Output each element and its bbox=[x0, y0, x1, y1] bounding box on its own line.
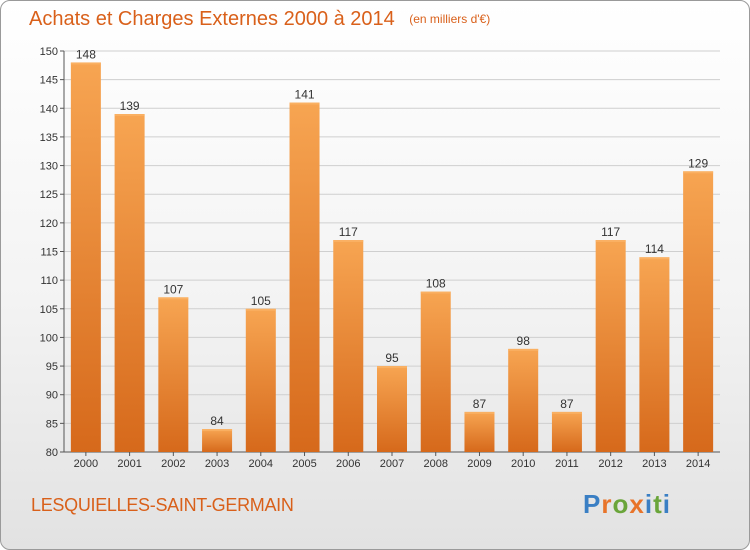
bar-top-edge bbox=[464, 411, 495, 414]
logo-letter: o bbox=[612, 489, 630, 519]
y-tick-label: 90 bbox=[46, 390, 58, 402]
y-tick-label: 85 bbox=[46, 418, 58, 430]
data-label: 108 bbox=[426, 277, 446, 291]
x-tick-label: 2005 bbox=[292, 458, 316, 470]
data-label: 141 bbox=[295, 88, 315, 102]
bar-top-edge bbox=[683, 171, 714, 174]
x-tick-label: 2011 bbox=[555, 458, 579, 470]
x-tick-label: 2007 bbox=[380, 458, 404, 470]
logo-letter: t bbox=[653, 489, 663, 519]
y-tick-label: 120 bbox=[40, 218, 58, 230]
data-label: 95 bbox=[385, 351, 399, 365]
bar bbox=[464, 411, 495, 452]
bar-top-edge bbox=[551, 411, 582, 414]
y-tick-label: 110 bbox=[40, 275, 58, 287]
y-tick-label: 95 bbox=[46, 361, 58, 373]
data-label: 148 bbox=[76, 47, 96, 61]
y-tick-label: 100 bbox=[40, 332, 58, 344]
x-tick-label: 2003 bbox=[205, 458, 229, 470]
data-label: 107 bbox=[163, 282, 183, 296]
logo-letter: i bbox=[662, 489, 671, 519]
bar bbox=[70, 62, 101, 452]
y-tick-label: 115 bbox=[40, 247, 58, 259]
y-tick-label: 140 bbox=[40, 103, 58, 115]
bar bbox=[683, 171, 714, 453]
bar-top-edge bbox=[202, 429, 233, 432]
bar bbox=[377, 366, 407, 452]
data-label: 98 bbox=[517, 334, 531, 348]
x-tick-label: 2002 bbox=[161, 458, 185, 470]
logo-letter: x bbox=[629, 489, 645, 519]
x-tick-label: 2008 bbox=[423, 458, 447, 470]
y-tick-label: 125 bbox=[40, 189, 58, 201]
bar bbox=[289, 102, 320, 453]
bar-top-edge bbox=[595, 240, 626, 243]
x-tick-label: 2013 bbox=[642, 458, 666, 470]
bar-top-edge bbox=[245, 308, 276, 311]
bar bbox=[158, 297, 189, 452]
y-tick-label: 135 bbox=[40, 132, 58, 144]
x-tick-label: 2004 bbox=[249, 458, 273, 470]
bar bbox=[202, 429, 233, 452]
bar-top-edge bbox=[70, 62, 101, 65]
y-tick-label: 130 bbox=[40, 161, 58, 173]
logo-letter: P bbox=[583, 489, 602, 519]
bar-top-edge bbox=[639, 257, 670, 260]
x-tick-label: 2010 bbox=[511, 458, 535, 470]
bar bbox=[245, 308, 276, 452]
data-label: 117 bbox=[601, 225, 620, 239]
x-tick-label: 2000 bbox=[74, 458, 98, 470]
bar bbox=[551, 411, 582, 452]
data-label: 129 bbox=[688, 156, 708, 170]
bar-top-edge bbox=[420, 291, 451, 294]
y-tick-label: 145 bbox=[40, 75, 58, 87]
proxiti-logo: Proxiti bbox=[583, 489, 671, 520]
x-tick-label: 2014 bbox=[686, 458, 710, 470]
x-tick-label: 2012 bbox=[598, 458, 622, 470]
bar-top-edge bbox=[377, 366, 407, 369]
title-text: Achats et Charges Externes 2000 à 2014 bbox=[29, 8, 395, 30]
chart-title: Achats et Charges Externes 2000 à 2014 (… bbox=[29, 8, 490, 31]
y-tick-label: 150 bbox=[40, 46, 58, 58]
x-tick-label: 2006 bbox=[336, 458, 360, 470]
x-tick-label: 2009 bbox=[467, 458, 491, 470]
y-tick-label: 105 bbox=[40, 304, 58, 316]
bar-top-edge bbox=[289, 102, 320, 105]
bar bbox=[508, 348, 539, 452]
bar-top-edge bbox=[114, 114, 145, 117]
unit-label: (en milliers d'€) bbox=[409, 12, 491, 26]
logo-letter: i bbox=[644, 489, 654, 519]
data-label: 87 bbox=[473, 397, 487, 411]
commune-name: LESQUIELLES-SAINT-GERMAIN bbox=[31, 495, 294, 515]
bar bbox=[420, 291, 451, 452]
data-label: 139 bbox=[120, 99, 140, 113]
data-label: 105 bbox=[251, 294, 271, 308]
bar-top-edge bbox=[508, 348, 539, 351]
data-label: 87 bbox=[560, 397, 574, 411]
y-tick-label: 80 bbox=[46, 447, 58, 459]
data-label: 114 bbox=[645, 242, 664, 256]
bar bbox=[333, 240, 364, 452]
bar bbox=[639, 257, 670, 452]
bar bbox=[595, 240, 626, 452]
data-label: 117 bbox=[339, 225, 358, 239]
bar-top-edge bbox=[333, 240, 364, 243]
data-label: 84 bbox=[210, 414, 224, 428]
bar-top-edge bbox=[158, 297, 189, 300]
logo-letter: r bbox=[601, 489, 613, 519]
bar bbox=[114, 114, 145, 452]
x-tick-label: 2001 bbox=[117, 458, 141, 470]
